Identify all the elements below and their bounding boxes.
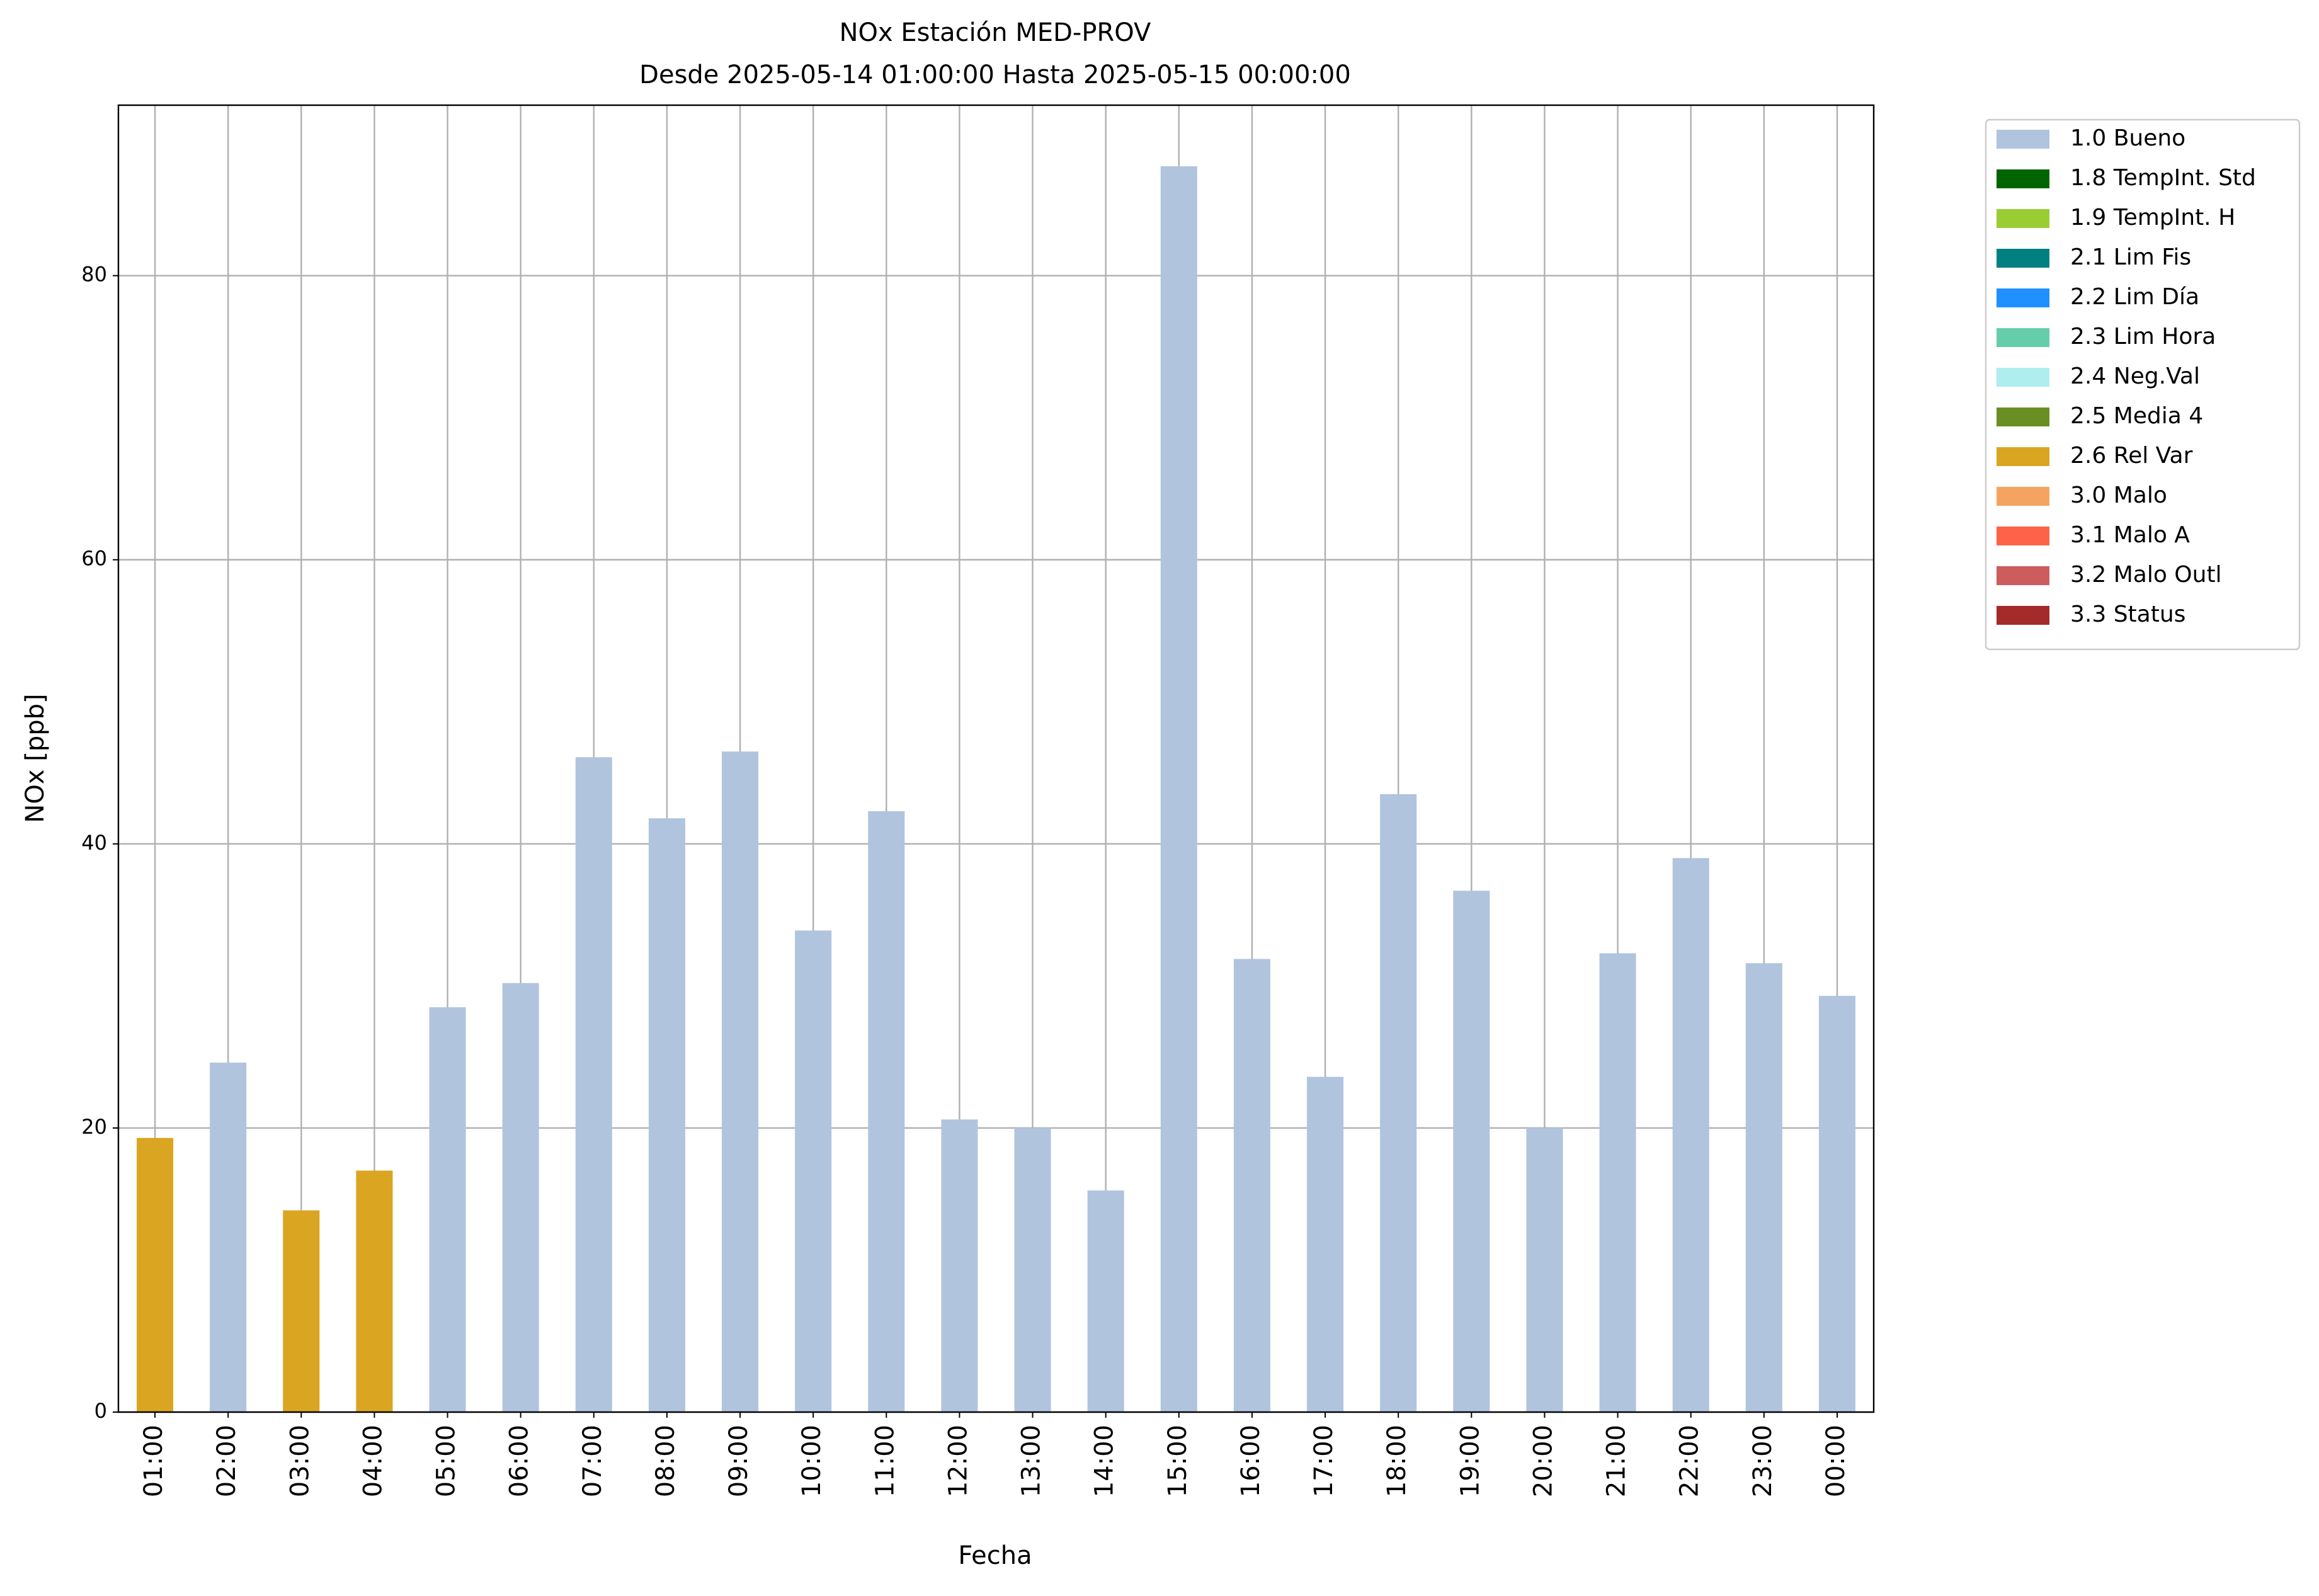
legend-swatch xyxy=(1997,408,2049,426)
chart-title: NOx Estación MED-PROV xyxy=(840,18,1151,47)
bar xyxy=(1233,959,1270,1412)
x-tick-label: 20:00 xyxy=(1529,1425,1558,1497)
bar xyxy=(1453,891,1490,1412)
x-tick-label: 01:00 xyxy=(139,1425,168,1497)
legend-swatch xyxy=(1997,169,2049,188)
legend-label: 2.4 Neg.Val xyxy=(2070,363,2200,389)
bar xyxy=(1745,963,1782,1412)
y-tick-label: 40 xyxy=(81,831,107,855)
bar xyxy=(868,811,905,1412)
x-tick-label: 04:00 xyxy=(358,1425,387,1497)
bar xyxy=(137,1137,174,1412)
bar xyxy=(502,983,539,1412)
x-tick-label: 12:00 xyxy=(943,1425,972,1497)
chart-subtitle: Desde 2025-05-14 01:00:00 Hasta 2025-05-… xyxy=(639,60,1351,89)
legend-label: 2.2 Lim Día xyxy=(2070,284,2199,310)
legend-label: 3.0 Malo xyxy=(2070,482,2167,508)
bar xyxy=(1380,794,1417,1412)
bar xyxy=(795,930,832,1412)
legend-box xyxy=(1985,118,2301,651)
legend-swatch xyxy=(1997,209,2049,228)
legend-label: 1.8 TempInt. Std xyxy=(2070,165,2256,191)
legend-label: 1.0 Bueno xyxy=(2070,125,2185,151)
bar xyxy=(210,1063,247,1412)
x-tick-label: 03:00 xyxy=(285,1425,314,1497)
x-tick-label: 11:00 xyxy=(870,1425,899,1497)
y-tick-label: 20 xyxy=(81,1115,107,1139)
legend-swatch xyxy=(1997,566,2049,585)
legend-swatch xyxy=(1997,249,2049,268)
bar xyxy=(429,1007,466,1412)
x-tick-label: 16:00 xyxy=(1236,1425,1265,1497)
legend-swatch xyxy=(1997,447,2049,466)
bar xyxy=(1672,858,1709,1412)
x-tick-label: 05:00 xyxy=(432,1425,461,1497)
x-tick-label: 07:00 xyxy=(578,1425,607,1497)
bar xyxy=(1599,953,1636,1412)
bars xyxy=(137,166,1855,1413)
legend-label: 2.6 Rel Var xyxy=(2070,443,2193,469)
x-tick-label: 21:00 xyxy=(1602,1425,1631,1497)
x-tick-label: 09:00 xyxy=(724,1425,753,1497)
x-axis-label: Fecha xyxy=(958,1541,1032,1570)
x-tick-label: 17:00 xyxy=(1309,1425,1338,1497)
y-tick-label: 60 xyxy=(81,547,107,571)
legend-label: 1.9 TempInt. H xyxy=(2070,205,2235,231)
legend-label: 3.3 Status xyxy=(2070,601,2185,627)
legend-swatch xyxy=(1997,288,2049,307)
x-tick-label: 08:00 xyxy=(651,1425,680,1497)
legend-swatch xyxy=(1997,606,2049,625)
legend-swatch xyxy=(1997,328,2049,347)
bar xyxy=(1014,1127,1051,1412)
legend-swatch xyxy=(1997,527,2049,545)
x-tick-label: 06:00 xyxy=(505,1425,534,1497)
legend-swatch xyxy=(1997,368,2049,387)
y-axis-label: NOx [ppb] xyxy=(21,693,50,823)
bar xyxy=(648,818,685,1412)
bar xyxy=(283,1210,320,1412)
legend-label: 3.2 Malo Outl xyxy=(2070,562,2222,588)
x-tick-label: 14:00 xyxy=(1090,1425,1119,1497)
bar xyxy=(1818,996,1855,1412)
x-tick-label: 00:00 xyxy=(1821,1425,1850,1497)
bar xyxy=(1526,1127,1563,1412)
x-tick-label: 13:00 xyxy=(1017,1425,1046,1497)
plot-frame xyxy=(117,104,1875,1413)
legend-label: 2.3 Lim Hora xyxy=(2070,324,2216,350)
bar xyxy=(941,1119,978,1412)
legend-swatch xyxy=(1997,487,2049,506)
y-tick-label: 80 xyxy=(81,263,107,287)
legend-label: 2.5 Media 4 xyxy=(2070,403,2203,429)
bar xyxy=(1307,1076,1344,1412)
bar xyxy=(356,1170,393,1412)
x-tick-label: 19:00 xyxy=(1456,1425,1484,1497)
legend-swatch xyxy=(1997,130,2049,149)
bar xyxy=(575,757,612,1412)
bar xyxy=(1160,166,1197,1413)
legend-label: 3.1 Malo A xyxy=(2070,522,2190,548)
legend-label: 2.1 Lim Fis xyxy=(2070,244,2191,270)
x-tick-label: 22:00 xyxy=(1675,1425,1704,1497)
x-tick-label: 15:00 xyxy=(1163,1425,1192,1497)
x-tick-label: 10:00 xyxy=(797,1425,826,1497)
bar xyxy=(1087,1190,1124,1412)
x-tick-label: 02:00 xyxy=(212,1425,241,1497)
y-tick-label: 0 xyxy=(94,1399,107,1423)
x-tick-label: 18:00 xyxy=(1382,1425,1411,1497)
bar xyxy=(722,751,759,1412)
x-tick-label: 23:00 xyxy=(1748,1425,1777,1497)
